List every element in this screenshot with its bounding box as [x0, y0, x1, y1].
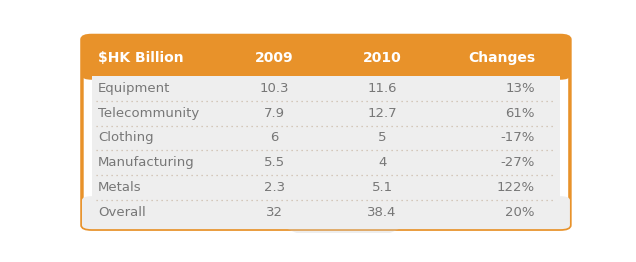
Text: 5.5: 5.5 [264, 156, 285, 169]
Text: 11.6: 11.6 [368, 82, 397, 95]
FancyBboxPatch shape [82, 35, 570, 80]
Bar [92, 200, 560, 215]
Text: Changes: Changes [468, 51, 535, 65]
Text: Equipment: Equipment [98, 82, 170, 95]
Text: 5.1: 5.1 [371, 181, 392, 194]
Text: -27%: -27% [501, 156, 535, 169]
Text: $HK Billion: $HK Billion [98, 51, 184, 65]
Text: 2009: 2009 [255, 51, 294, 65]
Text: 38.4: 38.4 [368, 206, 397, 219]
Text: 2.3: 2.3 [264, 181, 285, 194]
Text: 5: 5 [378, 132, 387, 144]
Text: 13%: 13% [506, 82, 535, 95]
Bar [92, 59, 560, 76]
Text: Telecommunity: Telecommunity [98, 107, 200, 119]
Text: 122%: 122% [497, 181, 535, 194]
Text: Overall: Overall [98, 206, 146, 219]
Text: 32: 32 [266, 206, 283, 219]
Text: Manufacturing: Manufacturing [98, 156, 195, 169]
Text: 4: 4 [378, 156, 386, 169]
Text: -17%: -17% [501, 132, 535, 144]
Text: Clothing: Clothing [98, 132, 154, 144]
Text: 2010: 2010 [363, 51, 401, 65]
Text: 10.3: 10.3 [259, 82, 289, 95]
FancyBboxPatch shape [82, 196, 570, 229]
Text: Metals: Metals [98, 181, 142, 194]
Text: 20%: 20% [506, 206, 535, 219]
Text: 12.7: 12.7 [368, 107, 397, 119]
Text: 61%: 61% [506, 107, 535, 119]
Text: 6: 6 [270, 132, 279, 144]
FancyBboxPatch shape [82, 35, 570, 229]
Text: 7.9: 7.9 [264, 107, 285, 119]
